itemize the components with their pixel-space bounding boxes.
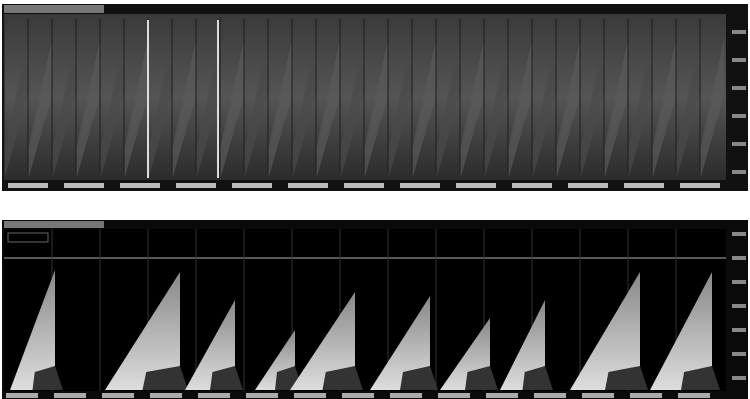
x-label-box	[534, 393, 566, 398]
stripe	[676, 40, 700, 180]
sawtooth-shadow	[400, 366, 438, 390]
x-label-box	[680, 183, 720, 188]
x-label-box	[486, 393, 518, 398]
x-label-box	[102, 393, 134, 398]
stripe	[532, 40, 556, 180]
stripe	[580, 40, 604, 180]
stripe	[508, 40, 532, 180]
stripe	[316, 40, 340, 180]
stripe	[484, 40, 508, 180]
x-label-box	[582, 393, 614, 398]
x-label-box	[150, 393, 182, 398]
stripe	[628, 40, 652, 180]
stripe	[700, 40, 724, 180]
x-label-box	[390, 393, 422, 398]
stripe	[100, 40, 124, 180]
x-label-box	[678, 393, 710, 398]
y-label-box	[732, 232, 746, 236]
sawtooth-pattern	[6, 229, 746, 398]
y-label-box	[732, 142, 746, 146]
x-label-box	[120, 183, 160, 188]
stripe	[556, 40, 580, 180]
sawtooth	[650, 272, 712, 390]
x-label-box	[246, 393, 278, 398]
stripe	[388, 40, 412, 180]
x-label-box	[288, 183, 328, 188]
sawtooth-shadow	[605, 366, 648, 390]
x-label-box	[64, 183, 104, 188]
y-label-box	[732, 30, 746, 34]
stripe	[76, 40, 100, 180]
stripe	[436, 40, 460, 180]
x-label-box	[232, 183, 272, 188]
sawtooth-shadow	[322, 366, 363, 390]
y-label-box	[732, 304, 746, 308]
stripe	[412, 40, 436, 180]
stripe	[340, 40, 364, 180]
sawtooth-shadow	[522, 366, 553, 390]
sawtooth-shadow	[32, 366, 63, 390]
sawtooth	[370, 296, 430, 390]
y-label-box	[732, 86, 746, 90]
sawtooth-shadow	[210, 366, 243, 390]
y-label-box	[732, 280, 746, 284]
x-label-box	[176, 183, 216, 188]
x-label-box	[342, 393, 374, 398]
x-label-box	[512, 183, 552, 188]
sawtooth-shadow	[681, 366, 720, 390]
stripe	[52, 40, 76, 180]
stripe	[460, 40, 484, 180]
stripe	[364, 40, 388, 180]
stripe	[28, 40, 52, 180]
stripe	[268, 40, 292, 180]
legend-box	[7, 232, 49, 243]
stripe	[220, 40, 244, 180]
sawtooth-shadow	[142, 366, 188, 390]
stripe	[604, 40, 628, 180]
panel-title-bar	[4, 5, 104, 13]
stripe	[124, 40, 148, 180]
sawtooth-shadow	[465, 366, 498, 390]
x-label-box	[344, 183, 384, 188]
x-label-box	[294, 393, 326, 398]
y-label-box	[732, 170, 746, 174]
x-label-box	[400, 183, 440, 188]
sawtooth	[105, 272, 180, 390]
y-label-box	[732, 328, 746, 332]
y-label-box	[732, 376, 746, 380]
x-label-box	[568, 183, 608, 188]
x-label-box	[6, 393, 38, 398]
x-label-box	[438, 393, 470, 398]
sawtooth	[500, 300, 545, 390]
x-label-box	[456, 183, 496, 188]
x-label-box	[630, 393, 662, 398]
stripe	[4, 40, 28, 180]
sawtooth	[290, 292, 355, 390]
x-label-box	[8, 183, 48, 188]
stripe	[292, 40, 316, 180]
x-label-box	[198, 393, 230, 398]
x-label-box	[54, 393, 86, 398]
sawtooth	[10, 270, 55, 390]
y-label-box	[732, 58, 746, 62]
stripe	[148, 40, 172, 180]
stripe	[196, 40, 220, 180]
y-label-box	[732, 114, 746, 118]
stripe	[172, 40, 196, 180]
y-label-box	[732, 256, 746, 260]
sawtooth	[185, 300, 235, 390]
sawtooth	[570, 272, 640, 390]
x-label-box	[624, 183, 664, 188]
panel-title-bar	[4, 221, 104, 228]
stripe	[244, 40, 268, 180]
y-label-box	[732, 352, 746, 356]
stripe	[652, 40, 676, 180]
density-pattern	[3, 18, 746, 188]
